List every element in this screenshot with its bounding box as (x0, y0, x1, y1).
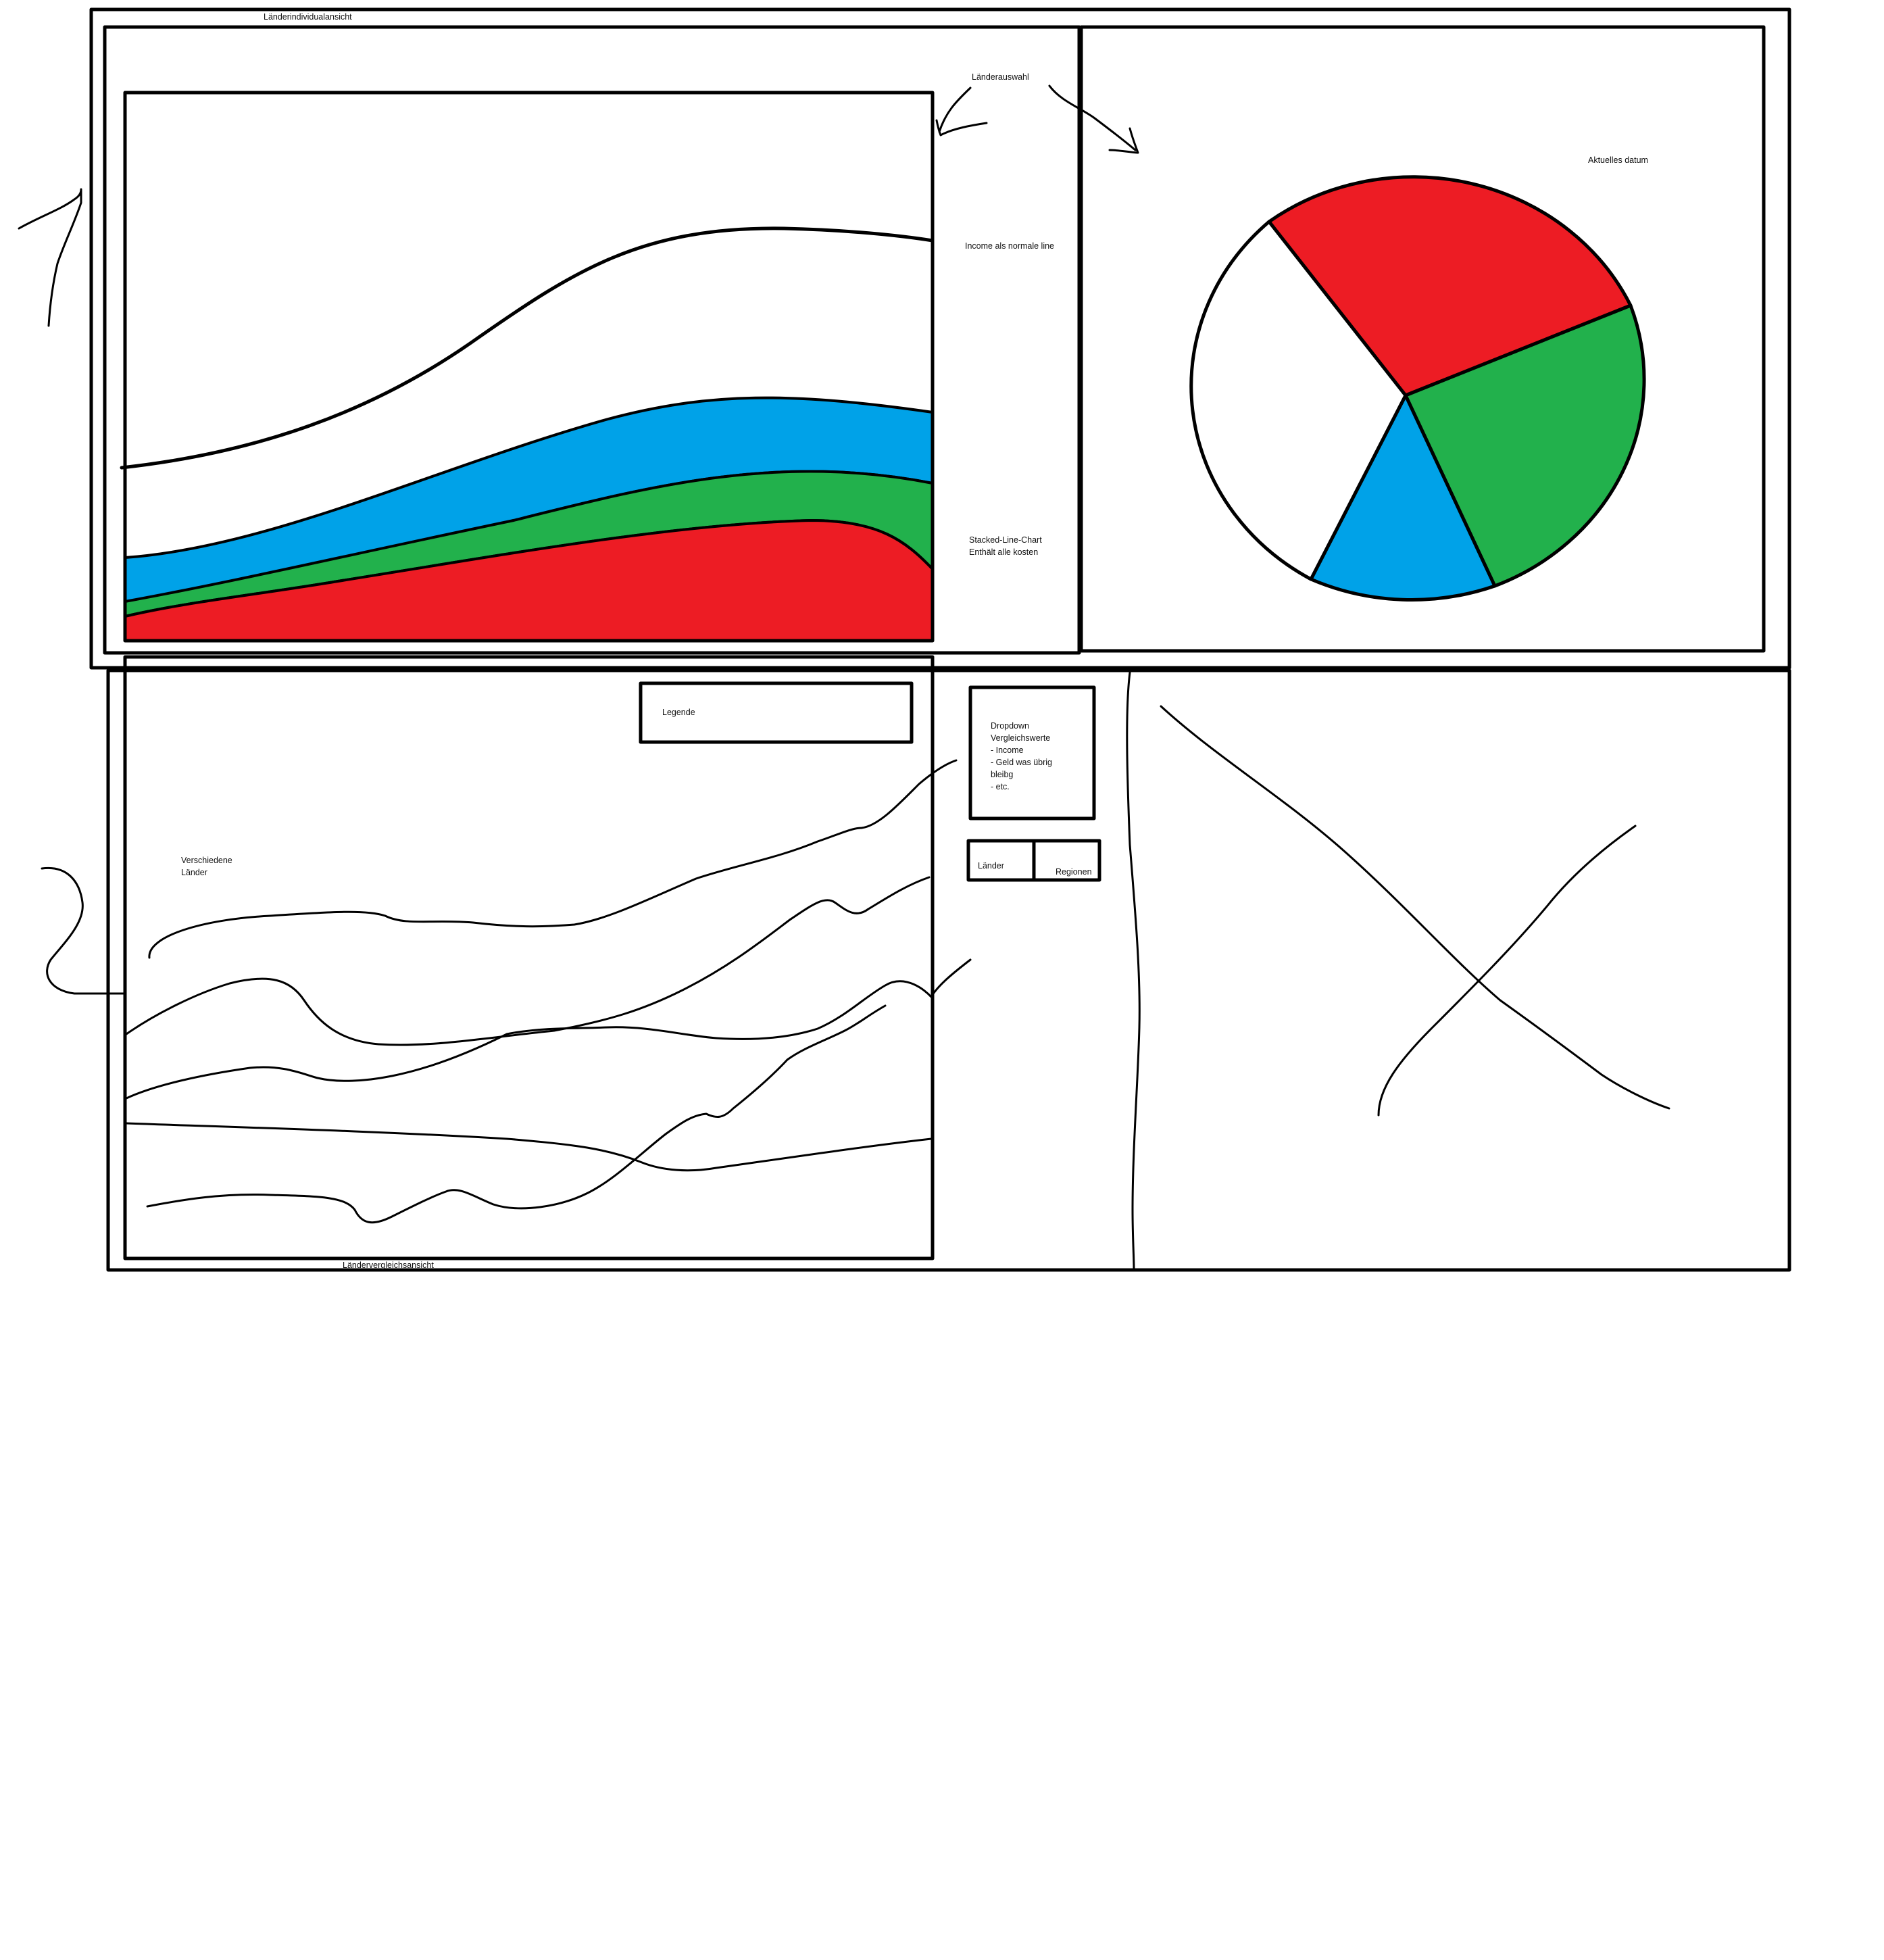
placeholder-cross-stroke-1 (1160, 705, 1670, 1110)
income-line (120, 226, 935, 470)
country-line-3 (125, 958, 972, 1100)
dropdown-line: bleibg (991, 770, 1014, 779)
individual-view-outer-frame (89, 7, 1791, 670)
comparison-view-outer-frame (106, 668, 1791, 1272)
country-line-5 (146, 1004, 887, 1224)
regions-toggle-button[interactable] (1032, 839, 1101, 882)
country-line-2 (125, 876, 931, 1046)
individual-view-left-panel (103, 25, 1081, 655)
dropdown-line: Vergleichswerte (991, 733, 1051, 743)
comparison-view-title: Ländervergleichsansicht (343, 1260, 434, 1270)
dropdown-label[interactable]: Dropdown Vergleichswerte - Income - Geld… (991, 720, 1052, 793)
individual-view-title: Länderindividualansicht (264, 12, 352, 22)
pie-slice-blue (1309, 393, 1497, 602)
regions-button-label[interactable]: Regionen (1056, 867, 1092, 877)
stacked-line-label-2: Enthält alle kosten (969, 547, 1039, 557)
stacked-chart-frame (123, 91, 935, 643)
current-date-label: Aktuelles datum (1588, 155, 1648, 165)
dropdown-line: - etc. (991, 782, 1010, 791)
pie-chart-panel (1079, 25, 1766, 653)
right-panel-divider (1126, 671, 1141, 1271)
comparison-line-chart (125, 759, 972, 1224)
pie-panel-arrow (1048, 84, 1139, 154)
dropdown-line: - Geld was übrig (991, 758, 1053, 767)
pie-slice-white (1189, 220, 1408, 581)
dropdown-line: - Income (991, 745, 1024, 755)
legend-label: Legende (662, 708, 695, 717)
countries-button-label[interactable]: Länder (978, 861, 1004, 871)
dropdown-line: Dropdown (991, 721, 1029, 731)
country-line-4 (125, 1122, 933, 1172)
comparison-chart-frame (123, 655, 935, 1260)
various-countries-label-2: Länder (181, 868, 207, 877)
stacked-line-label-1: Stacked-Line-Chart (969, 535, 1042, 545)
pie-slice-green (1404, 303, 1646, 588)
income-line-label: Income als normale line (965, 241, 1055, 251)
country-line-1 (148, 759, 958, 959)
country-selection-label[interactable]: Länderauswahl (972, 72, 1029, 82)
pie-chart (1048, 84, 1646, 602)
placeholder-cross-stroke-2 (1377, 825, 1637, 1117)
section-number-2 (41, 866, 125, 995)
section-number-1 (18, 188, 82, 327)
legend-box (639, 681, 914, 744)
comparison-dropdown[interactable] (968, 685, 1096, 820)
area-red-costs (124, 519, 934, 642)
country-selection-arrow (935, 87, 988, 137)
stacked-area-chart (120, 87, 988, 643)
various-countries-label-1: Verschiedene (181, 856, 232, 865)
